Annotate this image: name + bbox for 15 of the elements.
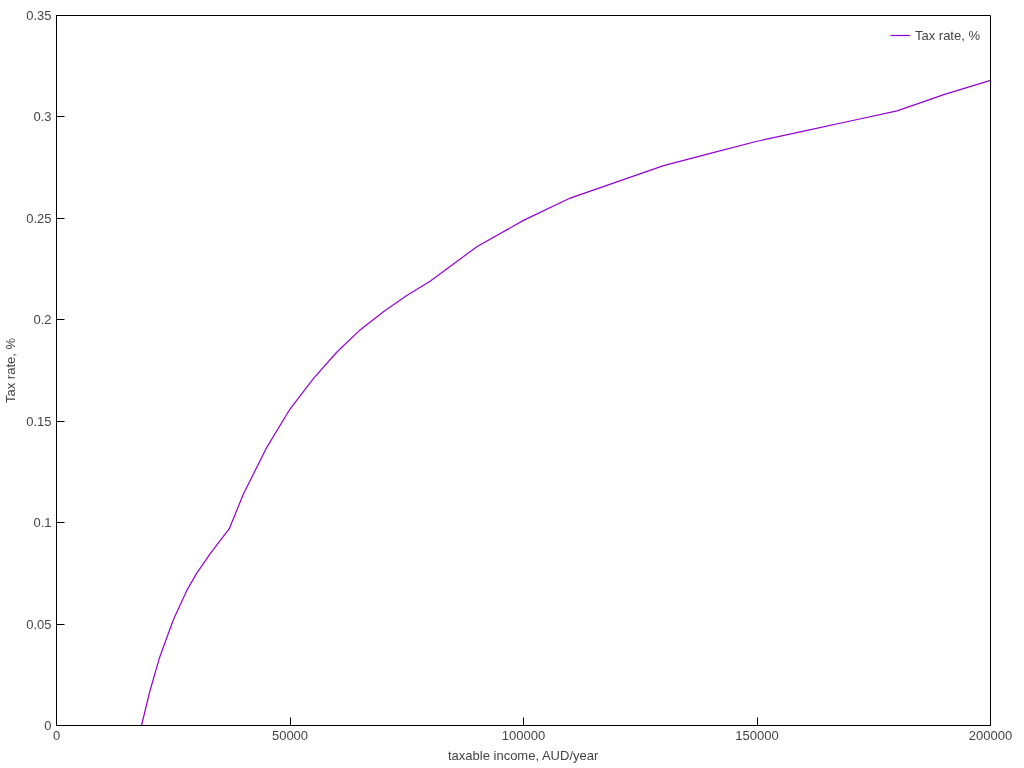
legend-label: Tax rate, % <box>914 27 980 43</box>
x-tick-label: 200000 <box>968 727 1013 743</box>
x-tick-label: 50000 <box>271 727 309 743</box>
y-tick-label: 0.15 <box>26 413 52 429</box>
x-tick-label: 100000 <box>501 727 546 743</box>
y-tick-label: 0.05 <box>26 616 52 632</box>
y-tick-label: 0.3 <box>33 109 52 125</box>
line-series <box>140 79 991 726</box>
x-tick-label: 150000 <box>735 727 779 743</box>
y-tick-label: 0.25 <box>26 210 52 226</box>
y-axis-title: Tax rate, % <box>3 337 19 404</box>
y-tick-label: 0.1 <box>33 515 52 531</box>
y-tick-label: 0.2 <box>33 312 52 328</box>
y-tick-label: 0.35 <box>26 8 52 23</box>
x-axis-title: taxable income, AUD/year <box>447 747 599 763</box>
